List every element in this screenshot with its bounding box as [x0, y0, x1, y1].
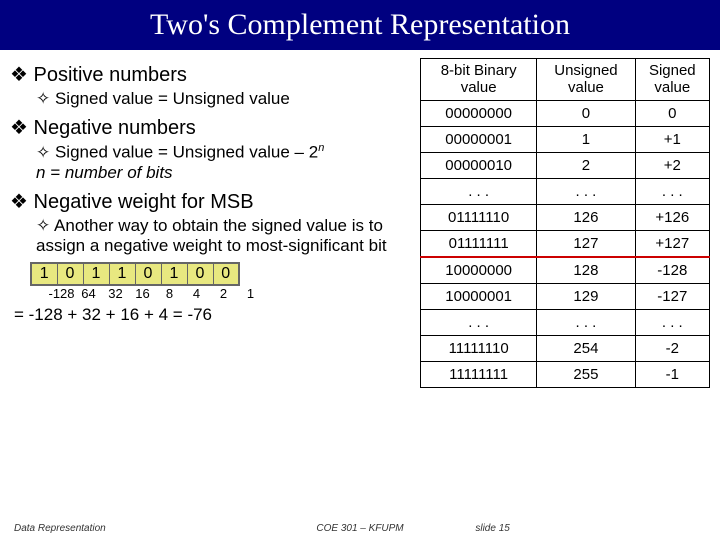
bit-cell: 0 — [187, 263, 213, 285]
bit-example: 10110100 -1286432168421 — [30, 262, 414, 301]
neg-sup: n — [318, 142, 324, 154]
table-cell: 129 — [537, 284, 635, 310]
table-header: Signedvalue — [635, 59, 709, 101]
table-cell: 10000000 — [421, 257, 537, 284]
table-cell: +127 — [635, 231, 709, 258]
weight-cell: 32 — [102, 286, 129, 301]
table-cell: -127 — [635, 284, 709, 310]
table-cell: 01111110 — [421, 205, 537, 231]
table-cell: -2 — [635, 336, 709, 362]
equation: = -128 + 32 + 16 + 4 = -76 — [14, 305, 414, 325]
right-column: 8-bit BinaryvalueUnsignedvalueSignedvalu… — [420, 58, 710, 388]
table-cell: 11111110 — [421, 336, 537, 362]
neg-nbits: n = number of bits — [36, 163, 173, 182]
table-cell: +2 — [635, 153, 709, 179]
left-column: Positive numbers Signed value = Unsigned… — [10, 58, 420, 388]
bit-cell: 0 — [135, 263, 161, 285]
title-bar: Two's Complement Representation — [0, 0, 720, 50]
table-cell: 0 — [635, 101, 709, 127]
table-cell: 2 — [537, 153, 635, 179]
table-cell: 127 — [537, 231, 635, 258]
table-cell: 128 — [537, 257, 635, 284]
table-row: 11111111255-1 — [421, 362, 710, 388]
table-row: 10000000128-128 — [421, 257, 710, 284]
table-cell: . . . — [537, 179, 635, 205]
footer-right: slide 15 — [475, 523, 706, 534]
table-row: . . .. . .. . . — [421, 310, 710, 336]
slide-title: Two's Complement Representation — [10, 8, 710, 42]
weight-cell: 16 — [129, 286, 156, 301]
table-cell: 126 — [537, 205, 635, 231]
table-row: 01111110126+126 — [421, 205, 710, 231]
bit-cell: 1 — [83, 263, 109, 285]
table-cell: 254 — [537, 336, 635, 362]
table-cell: +1 — [635, 127, 709, 153]
table-cell: -128 — [635, 257, 709, 284]
weight-cell: 1 — [237, 286, 264, 301]
bit-table: 10110100 — [30, 262, 240, 286]
bullet-positive: Positive numbers — [10, 62, 414, 87]
table-cell: 11111111 — [421, 362, 537, 388]
subbullet-negative: Signed value = Unsigned value – 2n n = n… — [36, 142, 414, 183]
value-table: 8-bit BinaryvalueUnsignedvalueSignedvalu… — [420, 58, 710, 388]
table-row: 11111110254-2 — [421, 336, 710, 362]
table-row: . . .. . .. . . — [421, 179, 710, 205]
table-cell: . . . — [421, 310, 537, 336]
weight-cell: 8 — [156, 286, 183, 301]
table-cell: . . . — [421, 179, 537, 205]
bullet-negative: Negative numbers — [10, 115, 414, 140]
bit-cell: 0 — [213, 263, 239, 285]
footer: Data Representation COE 301 – KFUPM slid… — [0, 523, 720, 534]
subbullet-msb: Another way to obtain the signed value i… — [36, 216, 414, 256]
table-cell: . . . — [635, 179, 709, 205]
table-cell: 10000001 — [421, 284, 537, 310]
table-header: 8-bit Binaryvalue — [421, 59, 537, 101]
table-cell: 1 — [537, 127, 635, 153]
bit-weights: -1286432168421 — [48, 286, 414, 301]
table-cell: 00000001 — [421, 127, 537, 153]
bit-cell: 1 — [31, 263, 57, 285]
table-row: 10000001129-127 — [421, 284, 710, 310]
table-row: 000000102+2 — [421, 153, 710, 179]
table-cell: 0 — [537, 101, 635, 127]
bit-cell: 0 — [57, 263, 83, 285]
table-cell: 255 — [537, 362, 635, 388]
weight-cell: 4 — [183, 286, 210, 301]
table-cell: 01111111 — [421, 231, 537, 258]
bit-cell: 1 — [161, 263, 187, 285]
table-cell: 00000000 — [421, 101, 537, 127]
table-header: Unsignedvalue — [537, 59, 635, 101]
bullet-msb: Negative weight for MSB — [10, 189, 414, 214]
neg-formula: Signed value = Unsigned value – 2 — [55, 143, 318, 162]
weight-cell: 64 — [75, 286, 102, 301]
weight-cell: 2 — [210, 286, 237, 301]
table-row: 000000011+1 — [421, 127, 710, 153]
table-cell: . . . — [635, 310, 709, 336]
table-cell: +126 — [635, 205, 709, 231]
table-cell: -1 — [635, 362, 709, 388]
weight-cell: -128 — [48, 286, 75, 301]
content-area: Positive numbers Signed value = Unsigned… — [0, 50, 720, 388]
table-row: 0000000000 — [421, 101, 710, 127]
footer-center: COE 301 – KFUPM — [245, 523, 476, 534]
bit-cell: 1 — [109, 263, 135, 285]
table-cell: 00000010 — [421, 153, 537, 179]
subbullet-positive: Signed value = Unsigned value — [36, 89, 414, 109]
footer-left: Data Representation — [14, 523, 245, 534]
table-cell: . . . — [537, 310, 635, 336]
table-row: 01111111127+127 — [421, 231, 710, 258]
